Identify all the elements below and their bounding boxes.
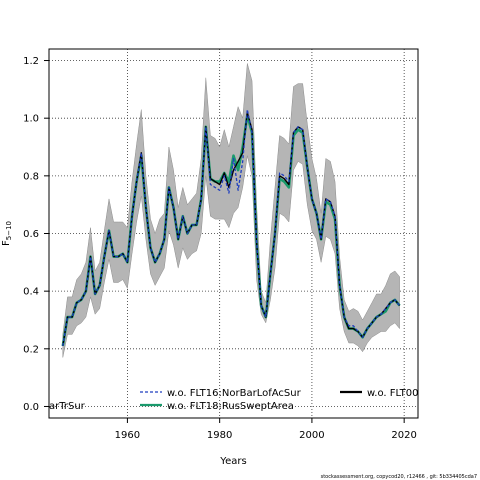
x-tick-label: 1980 bbox=[207, 430, 232, 441]
confidence-band bbox=[62, 63, 400, 358]
legend-label: arTrSur bbox=[49, 401, 86, 412]
series-line-1 bbox=[62, 108, 401, 347]
y-tick-label: 0.6 bbox=[23, 229, 39, 240]
x-tick-label: 1960 bbox=[115, 430, 140, 441]
series-line-layer bbox=[61, 108, 401, 347]
tick-layer: 1960 1980 2000 2020 0.0 0.2 0.4 0.6 0.8 1.0 1.2 bbox=[23, 56, 417, 441]
legend-label: w.o. FLT00 bbox=[367, 388, 419, 399]
y-tick-label: 1.2 bbox=[23, 56, 39, 67]
y-axis-title: F5−10 bbox=[1, 221, 13, 246]
legend: w.o. FLT16:NorBarLofAcSur w.o. FLT00 w.o. … bbox=[49, 388, 419, 412]
legend-label: w.o. FLT18:RusSweptArea bbox=[167, 401, 294, 412]
y-tick-label: 0.0 bbox=[23, 402, 39, 413]
x-tick-label: 2020 bbox=[391, 430, 416, 441]
x-tick-label: 2000 bbox=[299, 430, 324, 441]
y-tick-label: 1.0 bbox=[23, 114, 39, 125]
y-axis-title-main: F bbox=[1, 240, 12, 246]
legend-label: w.o. FLT16:NorBarLofAcSur bbox=[167, 388, 302, 399]
x-axis-title: Years bbox=[219, 456, 246, 467]
footer-credit: stockassessment.org, copycod20, r12466 ,… bbox=[321, 474, 477, 480]
y-tick-label: 0.2 bbox=[23, 344, 39, 355]
confidence-band-layer bbox=[62, 63, 400, 358]
y-axis-title-subscript: 5−10 bbox=[5, 221, 13, 240]
y-tick-label: 0.4 bbox=[23, 287, 39, 298]
y-tick-label: 0.8 bbox=[23, 171, 39, 182]
